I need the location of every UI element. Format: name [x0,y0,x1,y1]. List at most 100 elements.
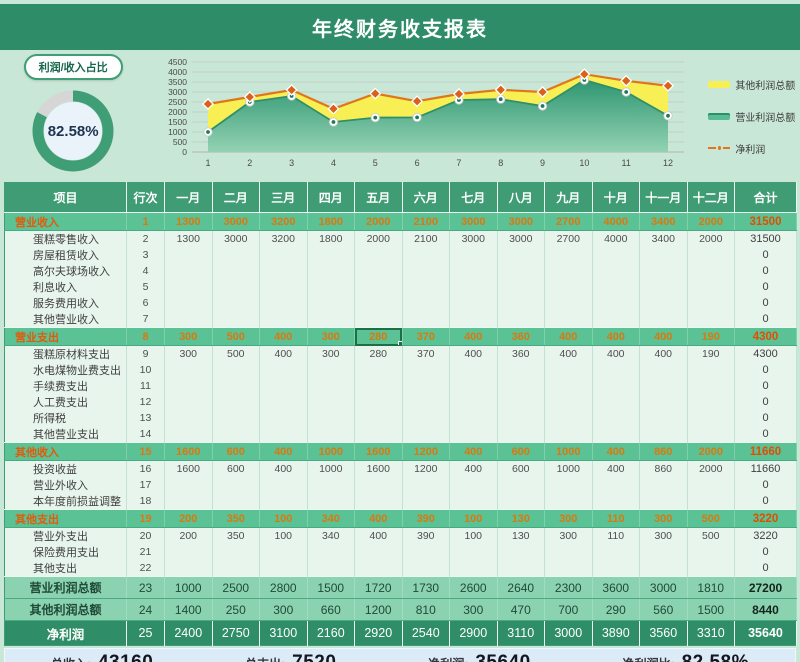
value-cell[interactable] [544,410,593,426]
row-number-cell[interactable]: 25 [126,620,165,646]
value-cell[interactable] [687,311,735,328]
value-cell[interactable] [212,295,260,311]
value-cell[interactable]: 470 [497,598,545,621]
value-cell[interactable] [307,493,355,510]
column-header-6[interactable]: 五月 [354,182,403,213]
total-cell[interactable]: 3220 [734,527,797,544]
value-cell[interactable] [402,279,450,295]
value-cell[interactable] [639,477,688,493]
value-cell[interactable] [212,410,260,426]
value-cell[interactable] [592,426,640,443]
value-cell[interactable]: 100 [449,509,498,528]
value-cell[interactable]: 2100 [402,230,450,247]
value-cell[interactable]: 190 [687,345,735,362]
value-cell[interactable]: 300 [639,509,688,528]
row-label-cell[interactable]: 其他支出 [4,560,127,577]
row-number-cell[interactable]: 16 [126,460,165,477]
value-cell[interactable] [259,378,308,394]
value-cell[interactable] [687,279,735,295]
value-cell[interactable]: 250 [212,598,260,621]
value-cell[interactable] [259,477,308,493]
value-cell[interactable]: 400 [354,527,403,544]
value-cell[interactable] [307,378,355,394]
value-cell[interactable]: 400 [259,345,308,362]
row-label-cell[interactable]: 投资收益 [4,460,127,477]
value-cell[interactable] [544,477,593,493]
value-cell[interactable] [639,426,688,443]
column-header-4[interactable]: 三月 [259,182,308,213]
value-cell[interactable] [687,426,735,443]
value-cell[interactable] [639,295,688,311]
value-cell[interactable] [307,279,355,295]
value-cell[interactable] [354,378,403,394]
value-cell[interactable]: 3000 [449,212,498,231]
value-cell[interactable]: 500 [687,527,735,544]
value-cell[interactable]: 1600 [354,460,403,477]
total-cell[interactable]: 0 [734,410,797,426]
value-cell[interactable] [592,311,640,328]
row-label-cell[interactable]: 保险费用支出 [4,544,127,560]
value-cell[interactable] [354,311,403,328]
value-cell[interactable]: 190 [687,327,735,346]
value-cell[interactable]: 300 [259,598,308,621]
value-cell[interactable] [164,311,213,328]
value-cell[interactable]: 3600 [592,576,640,599]
value-cell[interactable] [354,560,403,577]
value-cell[interactable]: 2000 [354,230,403,247]
row-number-cell[interactable]: 18 [126,493,165,510]
value-cell[interactable]: 300 [307,345,355,362]
value-cell[interactable]: 1200 [354,598,403,621]
value-cell[interactable]: 1600 [354,442,403,461]
value-cell[interactable] [402,311,450,328]
row-label-cell[interactable]: 其他营业收入 [4,311,127,328]
value-cell[interactable] [544,426,593,443]
total-cell[interactable]: 4300 [734,345,797,362]
row-number-cell[interactable]: 21 [126,544,165,560]
value-cell[interactable]: 1300 [164,212,213,231]
value-cell[interactable] [259,560,308,577]
value-cell[interactable] [164,378,213,394]
value-cell[interactable] [449,279,498,295]
value-cell[interactable] [687,362,735,378]
row-number-cell[interactable]: 24 [126,598,165,621]
value-cell[interactable] [449,493,498,510]
value-cell[interactable]: 1800 [307,230,355,247]
value-cell[interactable] [639,378,688,394]
value-cell[interactable] [592,362,640,378]
value-cell[interactable] [449,311,498,328]
column-header-3[interactable]: 二月 [212,182,260,213]
value-cell[interactable]: 400 [592,345,640,362]
value-cell[interactable] [212,493,260,510]
value-cell[interactable] [212,477,260,493]
value-cell[interactable] [592,410,640,426]
row-label-cell[interactable]: 水电煤物业费支出 [4,362,127,378]
row-label-cell[interactable]: 蛋糕零售收入 [4,230,127,247]
value-cell[interactable] [544,311,593,328]
column-header-8[interactable]: 七月 [449,182,498,213]
value-cell[interactable] [449,378,498,394]
value-cell[interactable] [544,247,593,263]
total-cell[interactable]: 0 [734,279,797,295]
value-cell[interactable] [497,311,545,328]
value-cell[interactable] [449,263,498,279]
value-cell[interactable] [687,378,735,394]
row-number-cell[interactable]: 6 [126,295,165,311]
value-cell[interactable] [687,544,735,560]
value-cell[interactable]: 400 [449,327,498,346]
value-cell[interactable]: 400 [592,460,640,477]
value-cell[interactable] [497,426,545,443]
total-cell[interactable]: 0 [734,311,797,328]
value-cell[interactable] [212,560,260,577]
value-cell[interactable] [164,426,213,443]
row-label-cell[interactable]: 其他利润总额 [4,598,127,621]
row-number-cell[interactable]: 19 [126,509,165,528]
value-cell[interactable] [212,426,260,443]
value-cell[interactable]: 2640 [497,576,545,599]
value-cell[interactable]: 2920 [354,620,403,646]
column-header-1[interactable]: 行次 [126,182,165,213]
value-cell[interactable]: 2400 [164,620,213,646]
value-cell[interactable] [639,311,688,328]
value-cell[interactable] [449,410,498,426]
value-cell[interactable] [164,410,213,426]
value-cell[interactable] [307,426,355,443]
